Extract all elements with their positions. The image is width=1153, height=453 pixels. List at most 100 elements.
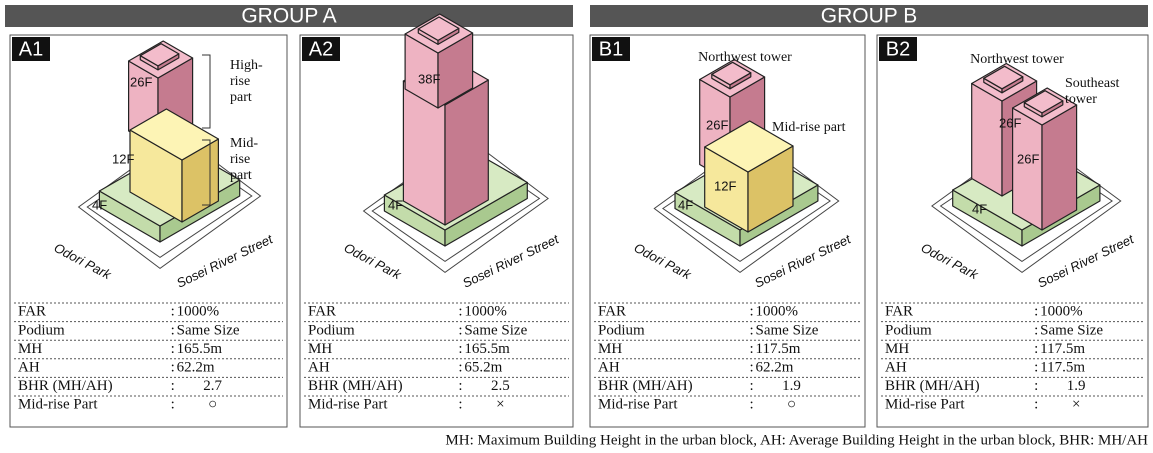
box-top-face [711, 61, 752, 86]
table-value: 165.5m [464, 341, 510, 357]
box-top-face [417, 16, 460, 42]
table-value: ○ [208, 397, 217, 413]
street-label: Odori Park [52, 240, 115, 283]
table-value: 1000% [756, 304, 799, 320]
annotation: Mid-rise part [772, 120, 846, 135]
panel: A126F12F4FHigh-risepartMid-risepartOdori… [9, 34, 288, 428]
table-value: 117.5m [756, 341, 801, 357]
bracket [202, 54, 211, 129]
table-colon: : [458, 322, 462, 338]
table-colon: : [1034, 397, 1038, 413]
panel-id-box [302, 37, 340, 61]
panel: B1 26F 12F 4F Northwest tower Mid-rise part Od… [589, 34, 866, 428]
table-value: × [496, 397, 504, 413]
table-label: Podium [598, 322, 645, 338]
table-value: 117.5m [1040, 341, 1085, 357]
box-left-face [971, 82, 1003, 197]
table-value: 1000% [177, 304, 220, 320]
table-label: MH [308, 341, 332, 357]
table-label: BHR (MH/AH) [308, 378, 403, 394]
box-right-face [1041, 104, 1078, 231]
floor-label: 4F [972, 201, 987, 216]
table-colon: : [750, 360, 754, 376]
annotation: Mid- [230, 136, 258, 151]
table-value: Same Size [464, 322, 527, 338]
floor-label: 12F [714, 178, 736, 193]
table-label: MH [885, 341, 909, 357]
panel-id: A1 [19, 38, 43, 60]
table-value: × [1072, 397, 1080, 413]
table-label: AH [885, 360, 907, 376]
table-label: AH [18, 360, 40, 376]
floor-label: 4F [92, 197, 107, 212]
floor-label: 26F [706, 117, 728, 132]
table-value: 165.5m [177, 341, 223, 357]
annotation: rise [230, 152, 250, 167]
table-label: AH [598, 360, 620, 376]
box-top-face [129, 108, 219, 161]
table-label: FAR [18, 304, 46, 320]
table-label: Mid-rise Part [885, 397, 965, 413]
panel-id-box [879, 37, 917, 61]
table-colon: : [171, 304, 175, 320]
table-colon: : [458, 341, 462, 357]
table-label: Podium [885, 322, 932, 338]
table-colon: : [1034, 304, 1038, 320]
street-label: Odori Park [342, 240, 405, 283]
table-colon: : [750, 397, 754, 413]
table-colon: : [458, 304, 462, 320]
street-label: Odori Park [919, 240, 982, 283]
table-label: AH [308, 360, 330, 376]
street-label: Sosei River Street [1035, 231, 1137, 291]
floor-label: 4F [678, 197, 693, 212]
table-value: 1000% [464, 304, 507, 320]
annotation: Northwest tower [698, 50, 792, 65]
table-label: Podium [308, 322, 355, 338]
table-value: Same Size [1040, 322, 1103, 338]
table-colon: : [750, 304, 754, 320]
table-colon: : [1034, 378, 1038, 394]
table-colon: : [1034, 341, 1038, 357]
table-colon: : [171, 397, 175, 413]
floor-label: 26F [130, 74, 152, 89]
box-top-face [139, 43, 180, 67]
annotation: High- [230, 58, 263, 73]
table-value: 2.5 [491, 378, 510, 394]
table-label: FAR [885, 304, 913, 320]
bracket [202, 139, 211, 206]
floor-label: 38F [418, 71, 440, 86]
table-label: MH [598, 341, 622, 357]
table-label: BHR (MH/AH) [18, 378, 113, 394]
floor-label: 26F [1017, 151, 1039, 166]
table-colon: : [1034, 360, 1038, 376]
table-colon: : [171, 322, 175, 338]
street-label: Odori Park [632, 240, 695, 283]
group-title: GROUP A [241, 5, 336, 28]
box-top-face [704, 120, 794, 173]
table-label: FAR [308, 304, 336, 320]
panel-frame [589, 34, 866, 428]
annotation: part [230, 90, 252, 105]
panel-id-box [12, 37, 50, 61]
table-value: 62.2m [756, 360, 794, 376]
table-colon: : [1034, 322, 1038, 338]
table-colon: : [171, 378, 175, 394]
table-value: 62.2m [177, 360, 215, 376]
group-header [590, 5, 1148, 27]
annotation: tower [1065, 92, 1097, 107]
table-colon: : [458, 397, 462, 413]
table-value: 1.9 [782, 378, 801, 394]
annotation: Southeast [1065, 76, 1120, 91]
floor-label: 12F [112, 151, 134, 166]
street-label: Sosei River Street [460, 231, 562, 291]
table-value: ○ [787, 397, 796, 413]
table-label: Mid-rise Part [598, 397, 678, 413]
box-top-face [983, 65, 1024, 90]
table-label: Podium [18, 322, 65, 338]
panel-id-box [592, 37, 630, 61]
table-label: Mid-rise Part [18, 397, 98, 413]
footnote: MH: Maximum Building Height in the urban… [445, 432, 1148, 448]
